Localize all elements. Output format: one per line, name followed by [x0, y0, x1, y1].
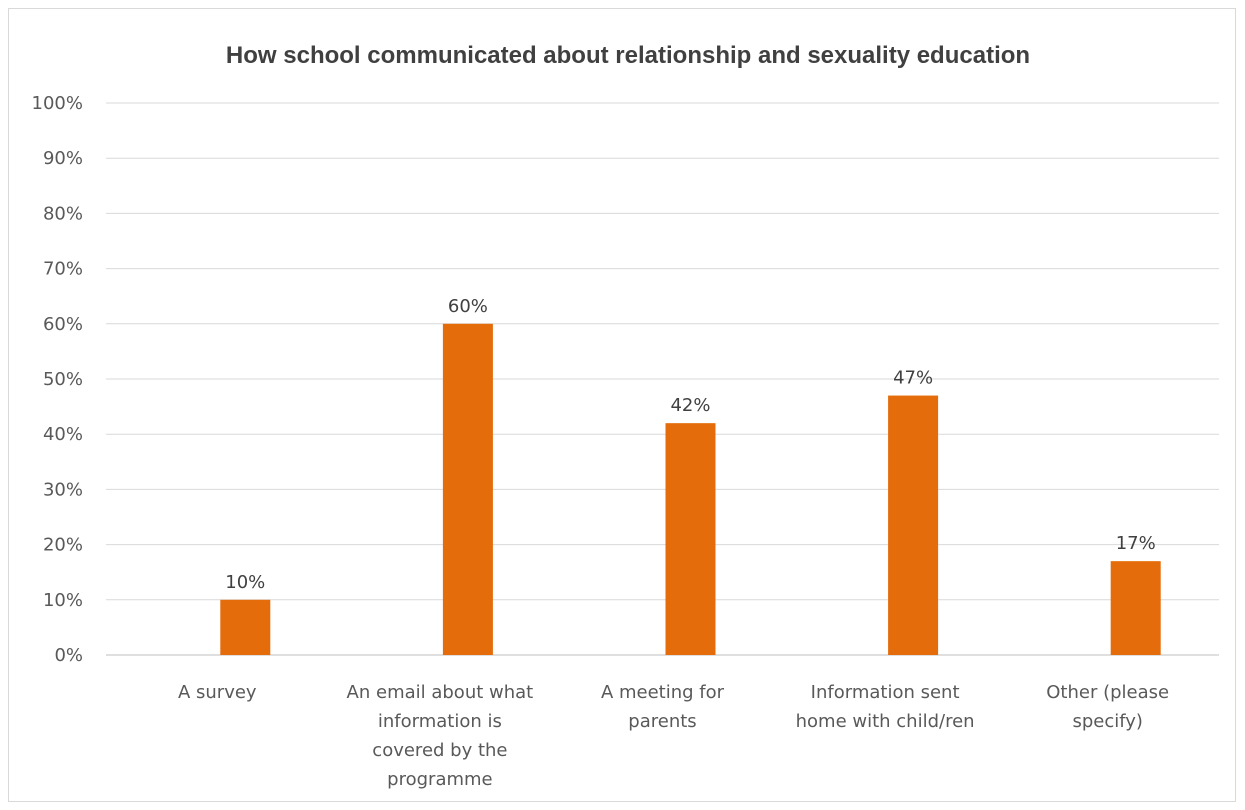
- y-tick-label: 20%: [43, 535, 83, 556]
- x-category-label-line: information is: [378, 711, 502, 732]
- y-tick-label: 10%: [43, 590, 83, 611]
- data-label: 60%: [448, 296, 488, 317]
- x-category-label-line: covered by the: [372, 740, 507, 761]
- x-category-label: Information sent home with child/ren: [796, 682, 975, 732]
- x-category-label: Other (please specify): [1046, 682, 1169, 732]
- y-tick-label: 40%: [43, 424, 83, 445]
- chart-title: How school communicated about relationsh…: [226, 42, 1030, 69]
- gridlines: [106, 102, 1219, 656]
- y-tick-label: 80%: [43, 203, 83, 224]
- bar: [665, 423, 716, 655]
- data-labels: 10% 60% 42% 47% 17%: [225, 296, 1155, 593]
- x-category-label-line: home with child/ren: [796, 711, 975, 732]
- data-label: 10%: [225, 572, 265, 593]
- x-category-label-line: Information sent: [811, 682, 960, 703]
- bar: [442, 323, 493, 655]
- x-category-label: A meeting for parents: [601, 682, 725, 732]
- y-tick-label: 100%: [32, 93, 83, 114]
- y-tick-label: 30%: [43, 479, 83, 500]
- x-category-label-line: A meeting for: [601, 682, 725, 703]
- bar: [220, 599, 271, 655]
- data-label: 47%: [893, 368, 933, 389]
- y-tick-label: 50%: [43, 369, 83, 390]
- data-label: 17%: [1116, 533, 1156, 554]
- y-axis-ticks: 0% 10% 20% 30% 40% 50% 60% 70% 80% 90% 100%: [32, 93, 83, 666]
- x-category-label: A survey: [178, 682, 257, 703]
- y-tick-label: 0%: [54, 645, 83, 666]
- y-tick-label: 70%: [43, 259, 83, 280]
- data-label: 42%: [670, 395, 710, 416]
- x-category-label-line: specify): [1072, 711, 1142, 732]
- y-tick-label: 90%: [43, 148, 83, 169]
- x-category-label-line: A survey: [178, 682, 257, 703]
- y-tick-label: 60%: [43, 314, 83, 335]
- x-category-label-line: parents: [628, 711, 696, 732]
- x-axis-categories: A survey An email about what information i…: [178, 682, 1169, 790]
- x-category-label-line: An email about what: [347, 682, 534, 703]
- x-category-label-line: Other (please: [1046, 682, 1169, 703]
- bar: [1110, 561, 1161, 655]
- bars: [220, 323, 1161, 655]
- chart-frame: [8, 8, 1236, 802]
- x-category-label: An email about what information is covered…: [347, 682, 534, 790]
- bar: [888, 395, 939, 655]
- x-category-label-line: programme: [387, 769, 492, 790]
